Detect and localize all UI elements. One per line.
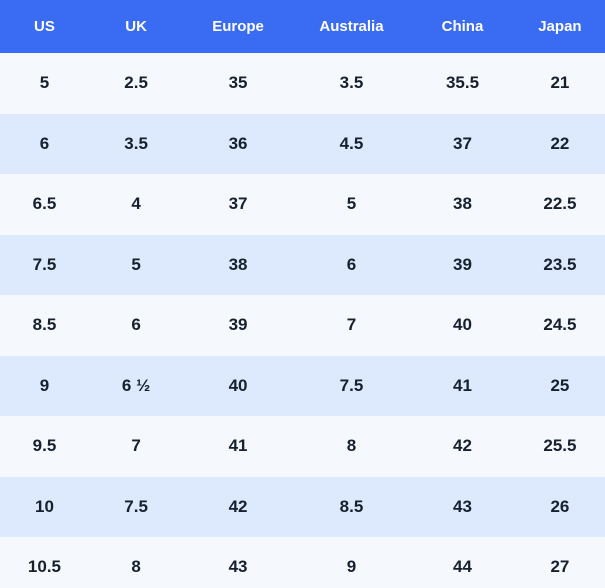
table-cell: 2.5 [124, 73, 148, 93]
table-row: 7.5 5 38 6 39 23.5 [0, 234, 605, 295]
table-row: 10 7.5 42 8.5 43 26 [0, 476, 605, 537]
table-cell: 42 [453, 436, 472, 456]
table-cell: 35 [228, 73, 248, 93]
table-cell: 6 ½ [121, 375, 151, 395]
table-cell: 39 [228, 315, 248, 335]
table-cell: 6 [131, 315, 141, 335]
table-cell: 4.5 [339, 133, 364, 153]
table-cell: 27 [550, 557, 570, 577]
table-cell: 42 [228, 496, 248, 516]
table-cell: 5 [39, 73, 50, 93]
table-cell: 9 [39, 375, 50, 395]
table-cell: 6 [39, 133, 50, 153]
table-cell: 35.5 [445, 73, 480, 93]
table-cell: 6 [346, 254, 357, 274]
table-cell: 8.5 [339, 496, 364, 516]
column-header-us: US [0, 0, 89, 53]
table-row: 6 3.5 36 4.5 37 22 [0, 113, 605, 174]
table-row: 9 6 ½ 40 7.5 41 25 [0, 355, 605, 416]
table-cell: 36 [228, 133, 248, 153]
table-cell: 6.5 [32, 194, 57, 214]
table-cell: 43 [453, 496, 472, 516]
table-cell: 24.5 [543, 315, 577, 335]
table-row: 10.5 8 43 9 44 27 [0, 537, 605, 588]
table-cell: 22.5 [543, 194, 577, 214]
table-cell: 3.5 [339, 73, 364, 93]
table-cell: 25 [550, 375, 570, 395]
table-cell: 41 [453, 375, 472, 395]
table-header: US UK Europe Australia China Japan [0, 0, 605, 53]
table-row: 6.5 4 37 5 38 22.5 [0, 174, 605, 235]
table-cell: 5 [131, 254, 141, 274]
table-cell: 9.5 [32, 436, 57, 456]
table-cell: 38 [453, 194, 472, 214]
table-cell: 26 [550, 496, 570, 516]
table-cell: 7 [131, 436, 141, 456]
table-cell: 8.5 [32, 315, 57, 335]
column-header-japan: Japan [514, 0, 605, 53]
column-header-china: China [410, 0, 515, 53]
table-cell: 23.5 [543, 254, 577, 274]
table-cell: 39 [453, 254, 472, 274]
table-cell: 5 [346, 194, 357, 214]
table-body: 5 2.5 35 3.5 35.5 21 6 3.5 36 4.5 37 22 … [0, 53, 605, 588]
table-cell: 7.5 [124, 496, 148, 516]
table-cell: 41 [228, 436, 248, 456]
table-cell: 40 [228, 375, 248, 395]
table-cell: 21 [550, 73, 570, 93]
column-header-europe: Europe [183, 0, 293, 53]
table-cell: 38 [228, 254, 248, 274]
table-cell: 9 [346, 557, 357, 577]
table-cell: 37 [228, 194, 248, 214]
table-cell: 10 [35, 496, 54, 516]
column-header-uk: UK [88, 0, 184, 53]
table-row: 8.5 6 39 7 40 24.5 [0, 295, 605, 356]
table-cell: 7.5 [32, 254, 57, 274]
table-row: 5 2.5 35 3.5 35.5 21 [0, 53, 605, 114]
table-cell: 7.5 [339, 375, 364, 395]
table-cell: 4 [131, 194, 141, 214]
table-cell: 22 [550, 133, 570, 153]
table-cell: 7 [346, 315, 357, 335]
header-row: US UK Europe Australia China Japan [0, 0, 605, 53]
column-header-australia: Australia [292, 0, 411, 53]
table-cell: 40 [453, 315, 472, 335]
table-cell: 43 [228, 557, 248, 577]
table-cell: 10.5 [27, 557, 61, 577]
table-cell: 3.5 [124, 133, 148, 153]
table-cell: 25.5 [543, 436, 577, 456]
table-cell: 44 [453, 557, 472, 577]
table-cell: 37 [453, 133, 472, 153]
table-row: 9.5 7 41 8 42 25.5 [0, 416, 605, 477]
table-cell: 8 [346, 436, 357, 456]
table-cell: 8 [131, 557, 141, 577]
